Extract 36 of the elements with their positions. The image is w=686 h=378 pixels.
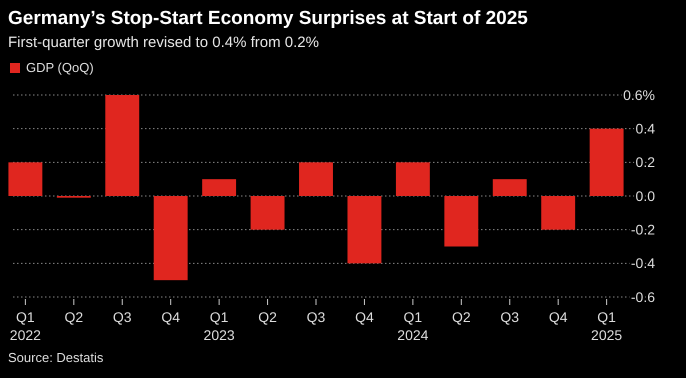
x-tick-label: Q3 xyxy=(500,309,520,325)
x-tick-label: Q2 xyxy=(64,309,84,325)
x-tick-label: Q3 xyxy=(306,309,326,325)
bar xyxy=(444,196,478,246)
y-tick-label: -0.4 xyxy=(630,255,656,272)
x-tick-label: Q1 2022 xyxy=(10,309,42,343)
x-tick-label: Q4 xyxy=(355,309,374,325)
bar xyxy=(202,179,236,196)
x-tick-label: Q4 xyxy=(548,309,568,325)
y-tick-label: 0.6% xyxy=(623,86,655,103)
y-tick-label: 0.4 xyxy=(636,120,656,137)
x-tick-label: Q2 xyxy=(258,309,278,325)
y-tick-label: -0.2 xyxy=(630,222,656,238)
chart-subtitle: First-quarter growth revised to 0.4% from 0.2% xyxy=(8,34,319,51)
bar xyxy=(250,196,285,230)
bar xyxy=(590,128,624,196)
bar xyxy=(492,179,527,196)
x-tick-label: Q1 2024 xyxy=(397,309,429,343)
legend-label: GDP (QoQ) xyxy=(26,60,94,75)
bar xyxy=(299,162,333,196)
x-tick-label: Q4 xyxy=(161,309,180,325)
y-tick-label: -0.6 xyxy=(630,288,656,305)
x-tick-label: Q3 xyxy=(112,309,132,325)
x-tick-label: Q2 xyxy=(452,309,471,325)
bar xyxy=(8,162,42,196)
x-tick-label: Q1 2023 xyxy=(204,309,235,343)
y-tick-label: 0.0 xyxy=(636,188,656,204)
source-note: Source: Destatis xyxy=(8,350,104,365)
x-tick-label: Q1 2025 xyxy=(591,309,622,343)
bar xyxy=(541,196,576,230)
bar xyxy=(154,196,188,280)
bar xyxy=(396,162,430,196)
bar xyxy=(347,196,382,264)
y-tick-label: 0.2 xyxy=(636,154,656,170)
chart-title: Germany’s Stop-Start Economy Surprises at Start of 2025 xyxy=(8,8,528,29)
bar xyxy=(105,95,140,196)
